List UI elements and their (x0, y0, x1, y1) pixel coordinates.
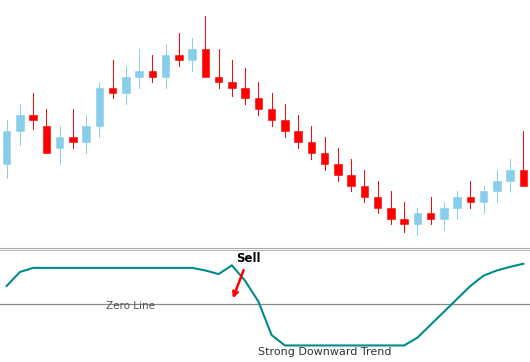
Bar (348, 175, 355, 186)
Bar (43, 126, 50, 153)
Bar (202, 49, 209, 77)
Bar (281, 120, 288, 131)
Bar (427, 213, 434, 219)
Bar (387, 208, 394, 219)
Bar (83, 126, 90, 142)
Bar (361, 186, 368, 197)
Bar (16, 115, 23, 131)
Text: Strong Downward Trend: Strong Downward Trend (258, 347, 391, 357)
Bar (242, 88, 249, 98)
Bar (454, 197, 461, 208)
Text: Zero Line: Zero Line (106, 301, 155, 311)
Bar (189, 49, 196, 60)
Bar (414, 213, 421, 224)
Bar (162, 55, 169, 77)
Bar (175, 55, 182, 60)
Bar (295, 131, 302, 142)
Bar (122, 77, 129, 93)
Bar (56, 137, 63, 148)
Bar (3, 131, 10, 164)
Bar (520, 169, 527, 186)
Bar (507, 169, 514, 181)
Bar (374, 197, 381, 208)
Bar (149, 71, 156, 77)
Bar (30, 115, 37, 120)
Bar (480, 191, 487, 202)
Bar (69, 137, 76, 142)
Bar (334, 164, 341, 175)
Bar (440, 208, 447, 219)
Bar (228, 82, 235, 88)
Bar (215, 77, 222, 82)
Bar (268, 109, 275, 120)
Bar (136, 71, 143, 77)
Bar (467, 197, 474, 202)
Bar (308, 142, 315, 153)
Text: Sell: Sell (233, 252, 260, 296)
Bar (96, 88, 103, 126)
Bar (493, 181, 500, 191)
Bar (255, 98, 262, 109)
Bar (401, 219, 408, 224)
Bar (109, 88, 116, 93)
Bar (321, 153, 328, 164)
